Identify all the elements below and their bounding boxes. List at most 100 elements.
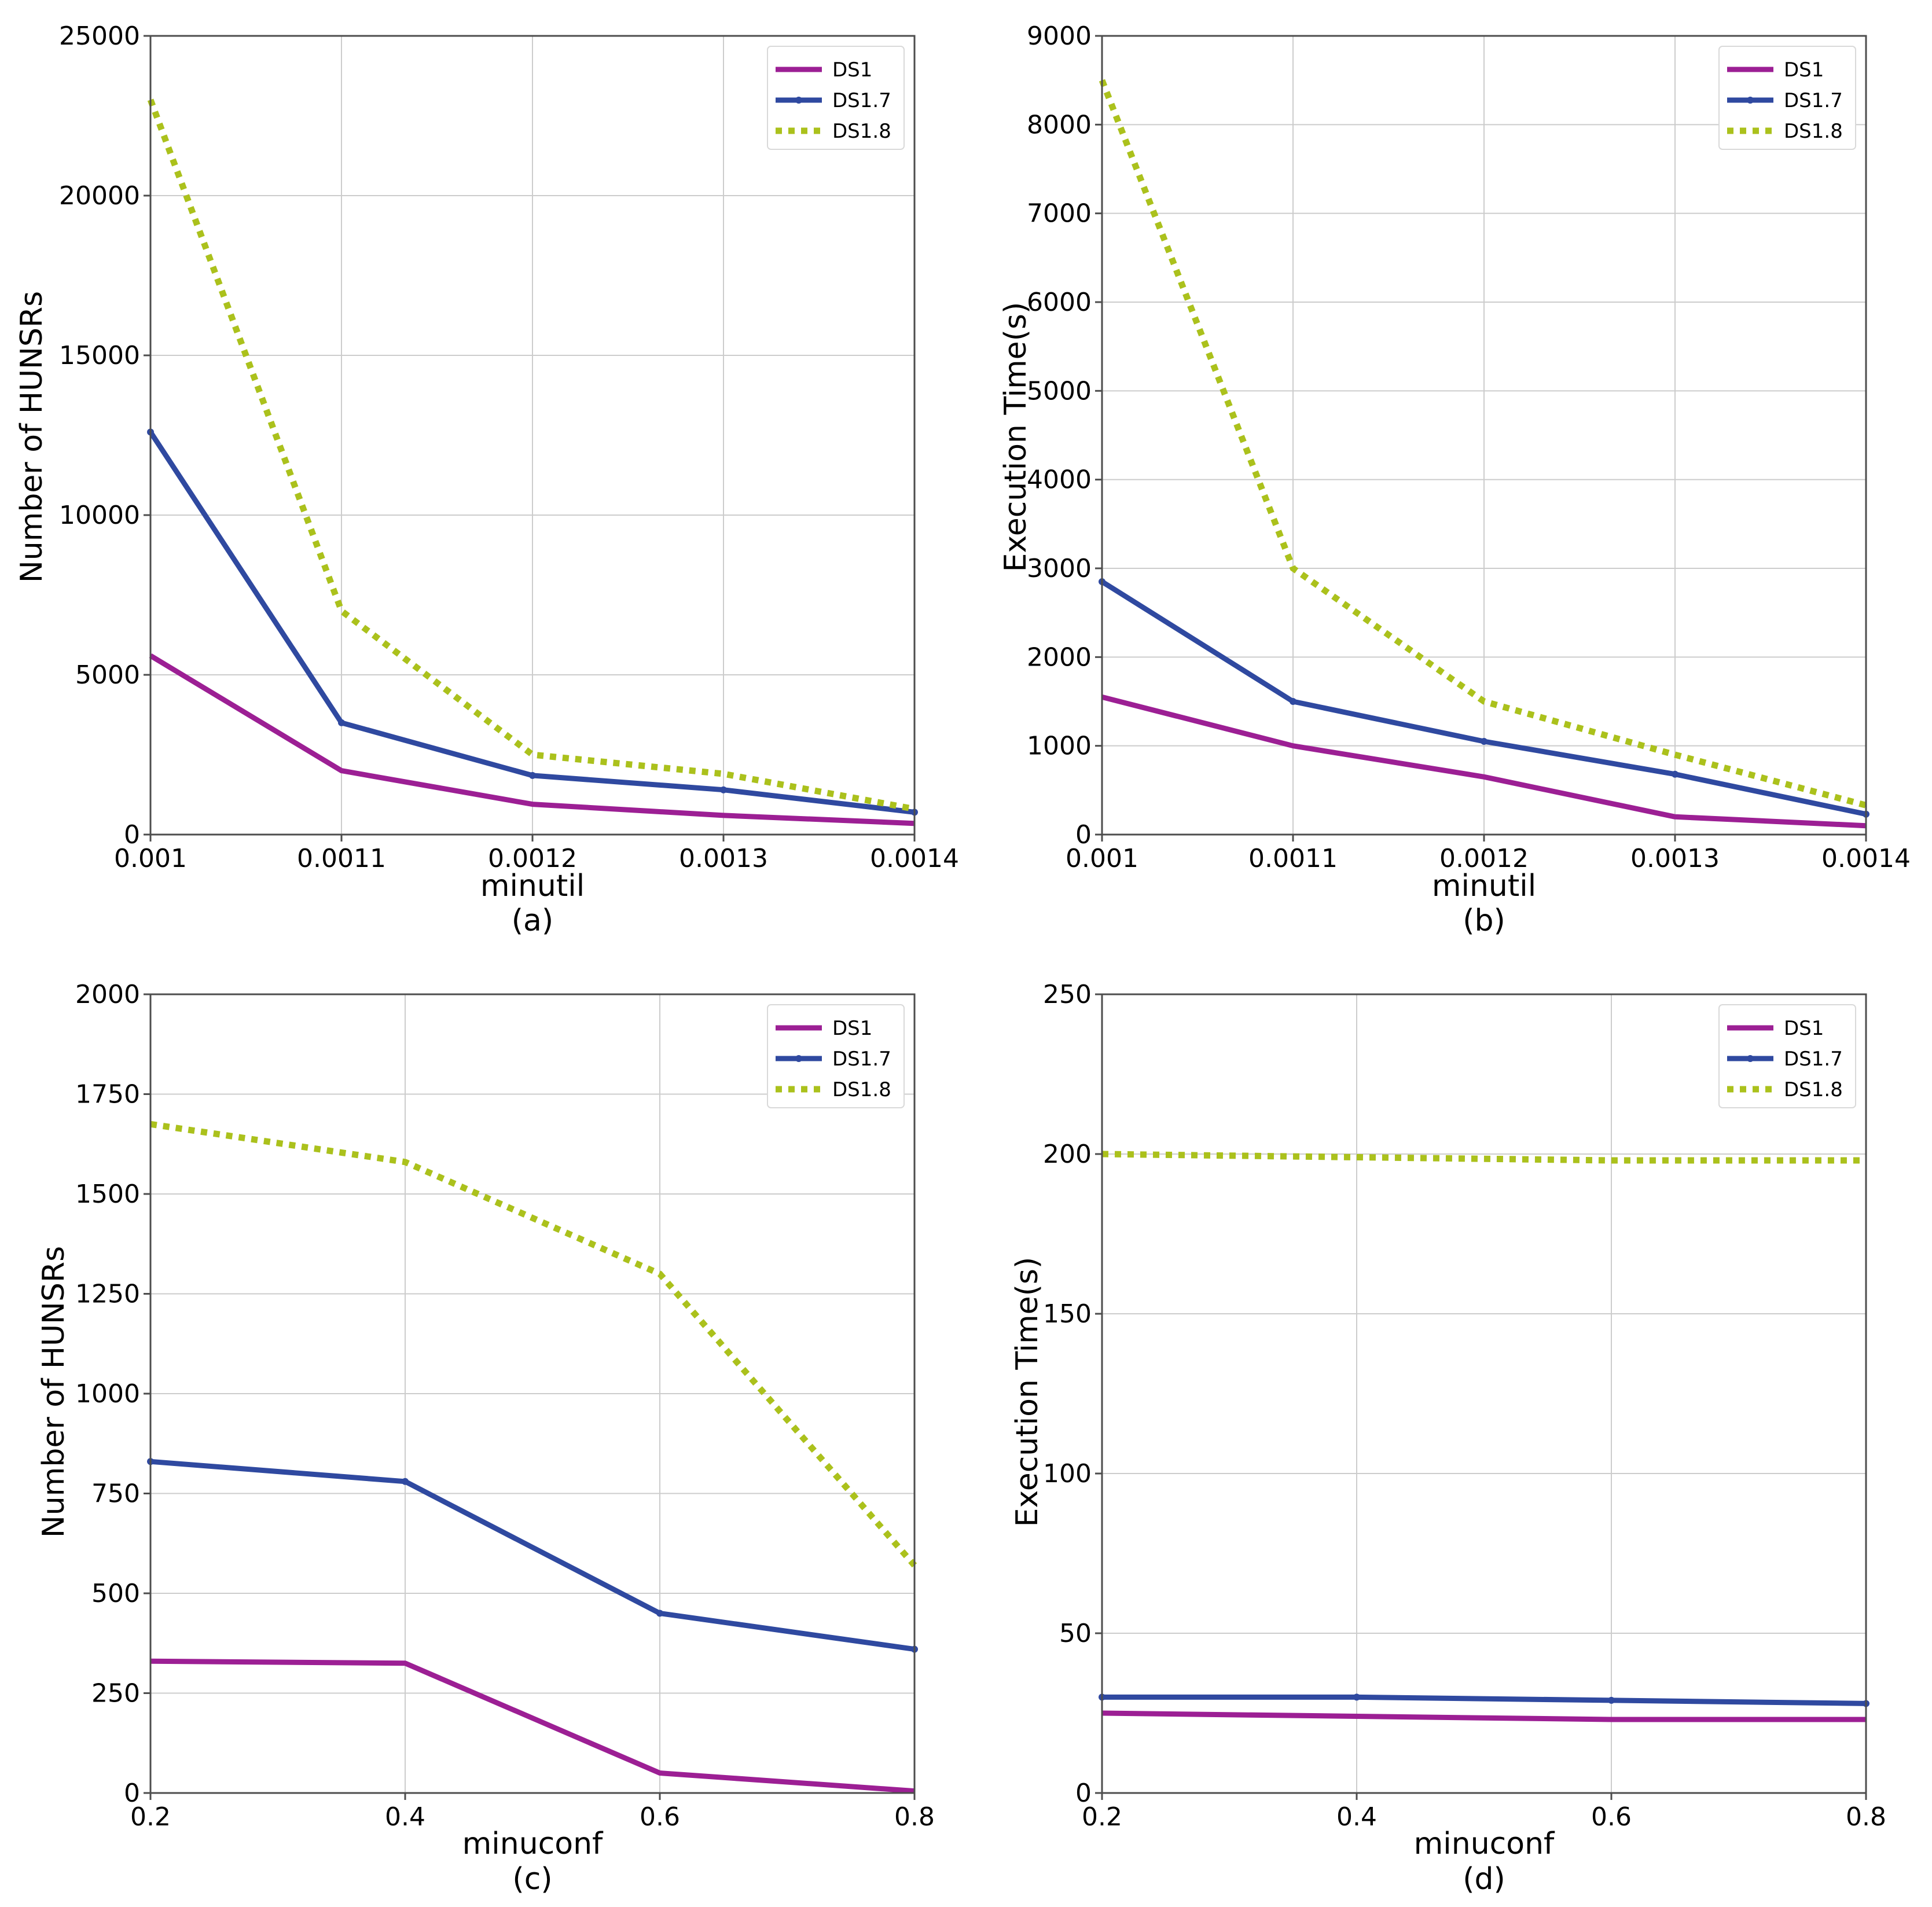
panel-b-point-DS1-7 (1290, 698, 1296, 705)
panel-b-xtick-label: 0.001 (1066, 844, 1138, 873)
panel-d-frame (1101, 993, 1867, 1794)
panel-b-xtick-label: 0.0014 (1821, 844, 1911, 873)
panel-d-xlabel: minuconf (1414, 1827, 1555, 1861)
panel-c-plot: 0 250 500 750 1000 1250 1500 1750 2000 0.2 0.4 0.6 0… (75, 980, 935, 1832)
panel-d-legend-label: DS1.7 (1784, 1048, 1843, 1071)
panel-b-series-DS1 (1101, 694, 1867, 829)
panel-c-ytick-label: 2000 (75, 980, 140, 1009)
panel-b-xtick-label: 0.0013 (1630, 844, 1720, 873)
panel-c-xtick-label: 0.6 (640, 1802, 680, 1832)
panel-d-ytick-label: 150 (1043, 1299, 1092, 1329)
panel-b-point-DS1-7 (1672, 770, 1678, 778)
panel-a-xtick-label: 0.0014 (870, 844, 959, 873)
panel-b-ytick-label: 5000 (1027, 376, 1092, 406)
panel-d-legend-marker (1747, 1055, 1754, 1062)
panel-b: Execution Time(s) minutil (b) (998, 302, 1536, 938)
panel-d-ytick-label: 200 (1043, 1140, 1092, 1169)
panel-b-legend-marker (1747, 97, 1754, 104)
panel-c-series-DS1 (150, 1658, 915, 1794)
panel-c: Number of HUNSRs minuconf (c) (36, 1246, 604, 1897)
panel-d-series-DS1 (1101, 1710, 1866, 1722)
panel-d-legend: DS1 DS1.7 DS1.8 (1718, 1004, 1856, 1108)
panel-b-legend: DS1 DS1.7 DS1.8 (1718, 46, 1856, 150)
panel-c-legend: DS1 DS1.7 DS1.8 (767, 1004, 905, 1108)
panel-d-ytick-label: 250 (1043, 980, 1092, 1009)
panel-a-ytick-label: 20000 (59, 181, 140, 211)
panel-d-ytick-label: 100 (1043, 1459, 1092, 1489)
panel-c-series-DS1-8 (150, 1120, 917, 1568)
panel-c-ytick-label: 1250 (75, 1280, 140, 1309)
panel-c-ytick-label: 1750 (75, 1080, 140, 1109)
panel-c-xlabel: minuconf (462, 1827, 604, 1861)
panel-a-caption: (a) (512, 903, 553, 938)
panel-a-legend-marker (795, 97, 802, 104)
panel-a-xtick-label: 0.0011 (297, 844, 386, 873)
panel-b-xtick-label: 0.0011 (1248, 844, 1338, 873)
panel-b-legend-label: DS1.8 (1784, 120, 1843, 143)
panel-b-ytick-label: 7000 (1027, 199, 1092, 229)
panel-a-point-DS1-7 (720, 786, 727, 793)
panel-d-xtick-label: 0.8 (1846, 1802, 1886, 1832)
panel-a-xlabel: minutil (480, 869, 585, 903)
panel-c-ytick-label: 1500 (75, 1180, 140, 1209)
panel-d-ylabel: Execution Time(s) (1010, 1257, 1045, 1527)
panel-c-ytick-label: 500 (91, 1579, 140, 1608)
panel-b-xtick-label: 0.0012 (1439, 844, 1529, 873)
panel-a-legend-label: DS1.7 (832, 89, 891, 112)
panel-c-point-DS1-7 (402, 1478, 409, 1485)
panel-b-plot: 0 1000 2000 3000 4000 5000 6000 7000 8000 9000 0.0… (1027, 21, 1911, 873)
panel-d-series-DS1-8 (1101, 1151, 1866, 1164)
panel-b-ytick-label: 8000 (1027, 110, 1092, 139)
panel-c-xtick-label: 0.8 (894, 1802, 935, 1832)
panel-c-ytick-label: 250 (91, 1679, 140, 1708)
panel-a: Number of HUNSRs minutil (a) (14, 291, 585, 938)
panel-a-legend-label: DS1.8 (832, 120, 891, 143)
panel-c-ytick-label: 750 (91, 1479, 140, 1509)
panel-a-ytick-label: 15000 (59, 341, 140, 370)
panel-a-ytick-label: 5000 (75, 660, 140, 690)
panel-a-point-DS1-7 (529, 771, 536, 779)
panel-a-ytick-label: 25000 (59, 21, 140, 51)
panel-c-ylabel: Number of HUNSRs (36, 1246, 71, 1538)
panel-a-ytick-label: 0 (124, 820, 140, 850)
panel-b-xlabel: minutil (1432, 869, 1536, 903)
panel-d-ytick-label: 50 (1059, 1619, 1092, 1648)
panel-c-point-DS1-7 (656, 1610, 663, 1617)
panel-b-ylabel: Execution Time(s) (998, 302, 1033, 572)
panel-b-ytick-label: 9000 (1027, 21, 1092, 51)
panel-b-point-DS1-7 (1481, 738, 1487, 745)
panel-c-legend-label: DS1.7 (832, 1048, 891, 1071)
panel-c-ytick-label: 1000 (75, 1379, 140, 1409)
panel-d-plot: 0 50 100 150 200 250 0.2 0.4 0.6 0.8 DS1 DS1.7 DS1.8 (1043, 980, 1886, 1832)
panel-d-legend-label: DS1.8 (1784, 1078, 1843, 1101)
panel-c-ytick-label: 0 (124, 1779, 140, 1808)
panel-b-ytick-label: 3000 (1027, 554, 1092, 583)
panel-d-ytick-label: 0 (1075, 1779, 1092, 1808)
panel-d-legend-label: DS1 (1784, 1017, 1824, 1040)
panel-b-ytick-label: 6000 (1027, 288, 1092, 317)
panel-a-series-DS1 (149, 653, 915, 826)
panel-b-legend-label: DS1.7 (1784, 89, 1843, 112)
panel-c-legend-marker (795, 1055, 802, 1062)
panel-d-series-DS1-7 (1102, 1694, 1867, 1706)
panel-a-plot: 0 5000 10000 15000 20000 25000 0.001 0.0011 0.00… (59, 21, 959, 873)
panel-b-legend-label: DS1 (1784, 58, 1824, 82)
panel-c-legend-label: DS1 (832, 1017, 872, 1040)
panel-a-xtick-label: 0.0012 (488, 844, 577, 873)
panel-c-xtick-label: 0.4 (385, 1802, 425, 1832)
panel-b-ytick-label: 4000 (1027, 465, 1092, 495)
panel-b-ytick-label: 0 (1075, 820, 1092, 850)
panel-a-point-DS1-7 (338, 719, 345, 726)
panel-d-point-DS1-7 (1608, 1696, 1615, 1704)
panel-d-point-DS1-7 (1353, 1693, 1360, 1701)
panel-a-xtick-label: 0.001 (114, 844, 187, 873)
panel-c-legend-label: DS1.8 (832, 1078, 891, 1101)
panel-a-legend-label: DS1 (832, 58, 872, 82)
panel-d-xtick-label: 0.6 (1591, 1802, 1632, 1832)
panel-a-xtick-label: 0.0013 (679, 844, 768, 873)
panel-b-ytick-label: 1000 (1027, 732, 1092, 761)
panel-a-ylabel: Number of HUNSRs (14, 291, 49, 583)
panel-c-series-DS1-7 (150, 1458, 915, 1652)
